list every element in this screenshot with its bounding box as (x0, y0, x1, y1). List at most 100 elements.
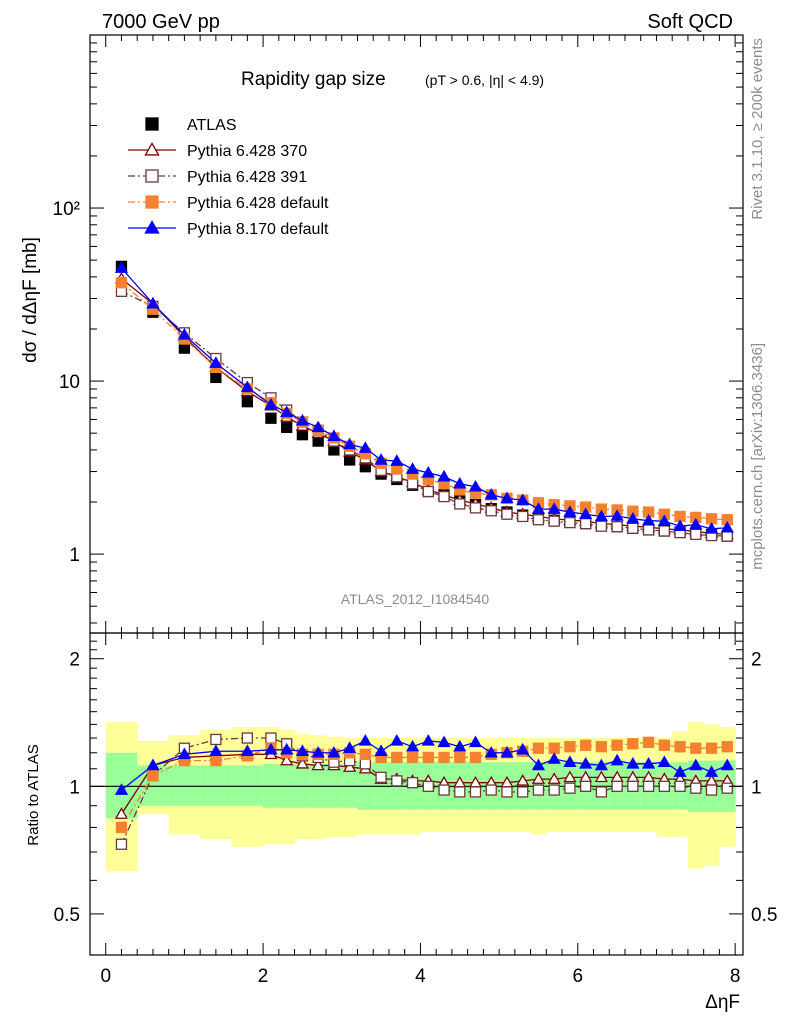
ratio-point (690, 742, 702, 754)
ratio-point (114, 807, 129, 819)
ratio-point (548, 784, 560, 796)
ratio-y-tick-label-right: 2 (751, 650, 762, 671)
data-point (517, 510, 529, 523)
data-point (500, 491, 514, 504)
ratio-point (311, 745, 325, 758)
stat-band (168, 765, 201, 806)
ratio-point (532, 784, 545, 796)
ratio-point (265, 732, 277, 744)
data-point (532, 514, 545, 526)
data-point (547, 502, 561, 514)
data-point (453, 476, 467, 489)
ratio-point (375, 771, 387, 783)
data-point (295, 413, 310, 426)
data-point (563, 505, 577, 517)
ratio-point (147, 769, 159, 782)
ratio-point (626, 757, 640, 769)
chart-title: Rapidity gap size (241, 69, 386, 90)
data-point (177, 328, 192, 340)
ratio-point (516, 742, 530, 755)
main-ylabel: dσ / dΔηF [mb] (20, 237, 41, 363)
ratio-point (564, 741, 576, 753)
ratio-point (689, 758, 703, 771)
ratio-point (611, 739, 623, 751)
ratio-point (240, 744, 254, 757)
data-point (641, 513, 656, 526)
data-point (405, 462, 420, 474)
ratio-point (705, 742, 718, 754)
ratio-point (210, 733, 222, 746)
legend-marker (145, 117, 159, 131)
ratio-point (580, 780, 592, 792)
legend-label: Pythia 8.170 default (187, 221, 329, 238)
ratio-point (516, 774, 530, 786)
data-point (280, 405, 294, 418)
stat-band (200, 765, 233, 806)
x-tick-label: 6 (572, 966, 583, 987)
axes: 0 2 4 6 8 1 10 10² 0.5 0.5 1 1 2 2 (53, 34, 777, 987)
data-point (343, 437, 357, 450)
ratio-point (115, 821, 128, 834)
data-point (627, 522, 639, 534)
x-axis-label: ΔηF (705, 992, 740, 1013)
ratio-point (295, 744, 310, 757)
ratio-point (422, 751, 434, 764)
ratio-point (564, 782, 576, 794)
ratio-point (453, 739, 467, 752)
x-tick-label: 4 (415, 966, 426, 987)
ratio-point (658, 739, 670, 751)
ratio-point (343, 741, 357, 753)
ratio-point (517, 786, 529, 798)
ratio-point (210, 754, 222, 767)
main-ylabel-text: dσ / dΔηF [mb] (20, 237, 41, 363)
data-point (146, 296, 160, 309)
ratio-point (658, 780, 670, 792)
ratio-point (563, 770, 577, 783)
data-point (240, 380, 254, 393)
data-point (689, 517, 703, 530)
ratio-point (627, 780, 639, 792)
ratio-frame (89, 632, 744, 956)
data-point (657, 514, 671, 526)
data-point (358, 441, 372, 453)
ratio-point (359, 758, 372, 770)
ratio-point (531, 772, 546, 784)
ratio-point (485, 784, 497, 796)
data-point (115, 277, 128, 289)
ratio-point (209, 744, 223, 757)
ratio-point (146, 758, 160, 771)
mcplots-label: mcplots.cern.ch [arXiv:1306.3436] (749, 343, 766, 570)
stat-band (231, 765, 264, 806)
data-point (579, 507, 593, 520)
data-point (595, 520, 608, 532)
x-tick-label: 0 (100, 966, 111, 987)
ratio-point (657, 755, 671, 767)
data-point (531, 502, 546, 514)
main-series (114, 260, 734, 542)
ratio-point (532, 742, 545, 754)
data-point (704, 522, 719, 534)
ratio-point (469, 786, 482, 798)
data-point (241, 396, 253, 408)
data-point (327, 429, 341, 442)
legend: ATLAS Pythia 6.428 370 Pythia 6.428 391 Pyt… (128, 117, 329, 238)
ratio-point (405, 739, 420, 752)
y-tick-label: 10² (53, 199, 80, 220)
data-point (642, 524, 655, 536)
ratio-point (454, 751, 466, 764)
data-point (438, 490, 450, 503)
data-point (673, 519, 687, 531)
ratio-point (438, 751, 450, 764)
ratio-ylabel-text: Ratio to ATLAS (25, 744, 42, 845)
data-point (422, 485, 434, 498)
data-point (690, 528, 702, 541)
ratio-point (705, 784, 718, 796)
data-point (721, 530, 733, 542)
data-point (501, 508, 513, 520)
ratio-point (177, 747, 192, 760)
data-point (564, 516, 576, 529)
ratio-point (720, 758, 734, 771)
data-point (594, 509, 609, 522)
ratio-point (295, 757, 310, 769)
data-point (281, 421, 293, 434)
